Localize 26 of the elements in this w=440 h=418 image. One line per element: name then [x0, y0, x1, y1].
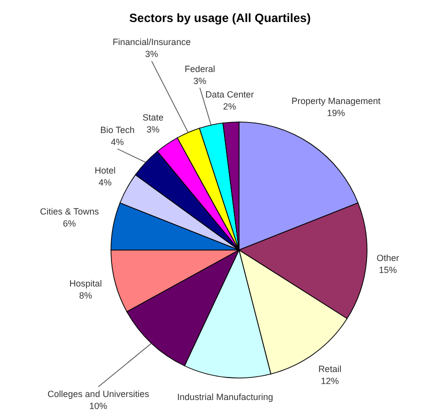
- data-label: 4%: [98, 177, 112, 188]
- data-label: 3%: [145, 49, 158, 60]
- slice-label: Colleges and Universities: [48, 388, 150, 399]
- slice-label: State: [142, 112, 164, 122]
- data-label: 12%: [320, 376, 339, 386]
- data-label: 15%: [378, 265, 397, 276]
- data-label: 3%: [193, 76, 206, 86]
- slice-label: Other: [376, 253, 400, 264]
- slice-label: Financial/Insurance: [112, 37, 191, 48]
- slice-label: Federal: [184, 64, 216, 74]
- slice-label: Industrial Manufacturing: [177, 392, 274, 402]
- slice-label: Hotel: [94, 165, 116, 176]
- data-label: 2%: [223, 102, 236, 112]
- data-label: 3%: [146, 124, 160, 134]
- data-label: 6%: [62, 218, 76, 229]
- chart-title: Sectors by usage (All Quartiles): [129, 11, 311, 25]
- data-label: 10%: [89, 400, 108, 411]
- data-label: 19%: [327, 108, 346, 118]
- slice-label: Hospital: [69, 278, 102, 288]
- slice-label: Property Management: [292, 96, 382, 106]
- data-label: 8%: [79, 290, 92, 300]
- slice-label: Bio Tech: [100, 124, 135, 135]
- slice-label: Retail: [318, 364, 342, 374]
- data-label: 4%: [110, 136, 124, 147]
- slice-label: Cities & Towns: [40, 206, 100, 217]
- slice-label: Data Center: [205, 90, 254, 100]
